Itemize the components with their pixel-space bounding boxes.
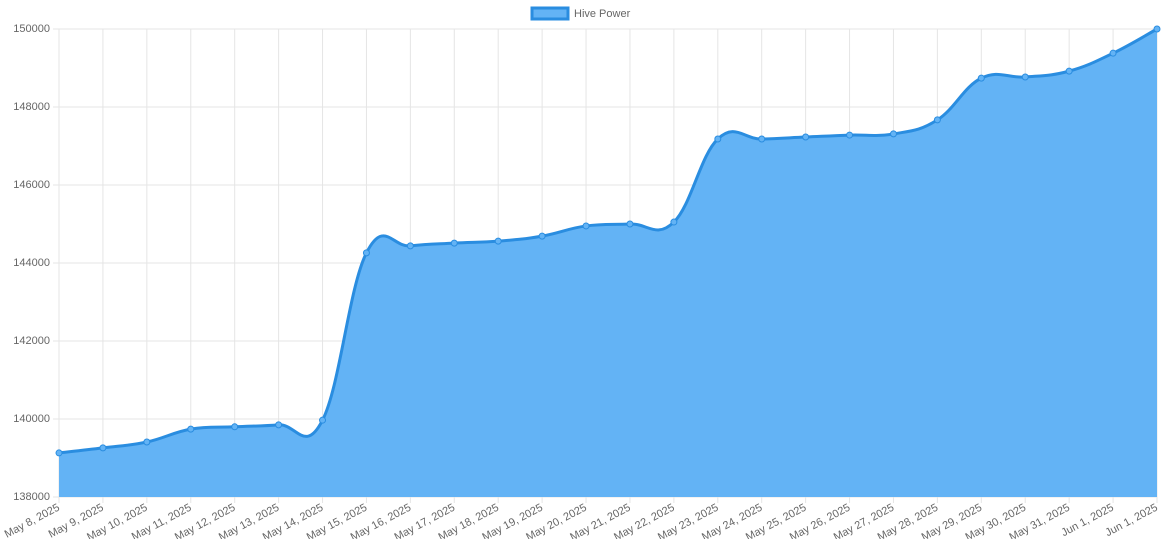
point	[714, 135, 722, 143]
legend-label: Hive Power	[574, 8, 631, 20]
y-tick-label: 144000	[13, 257, 50, 269]
point	[1153, 25, 1161, 33]
point	[406, 242, 414, 250]
point	[231, 423, 239, 431]
y-tick-label: 150000	[13, 23, 50, 35]
y-tick-label: 142000	[13, 335, 50, 347]
y-tick-label: 140000	[13, 413, 50, 425]
point	[846, 131, 854, 139]
y-tick-label: 146000	[13, 179, 50, 191]
point	[1109, 49, 1117, 57]
area-fill	[59, 29, 1157, 497]
point	[933, 116, 941, 124]
point	[1065, 67, 1073, 75]
legend-swatch	[530, 6, 570, 21]
point	[319, 416, 327, 424]
y-tick-label: 148000	[13, 101, 50, 113]
point	[538, 232, 546, 240]
point	[889, 130, 897, 138]
point	[99, 444, 107, 452]
point	[55, 449, 63, 457]
point	[450, 239, 458, 247]
y-tick-label: 138000	[13, 491, 50, 503]
point	[670, 218, 678, 226]
point	[758, 135, 766, 143]
point	[362, 249, 370, 257]
point	[494, 237, 502, 245]
point	[187, 425, 195, 433]
point	[626, 220, 634, 228]
point	[582, 222, 590, 230]
point	[275, 421, 283, 429]
point	[143, 438, 151, 446]
point	[802, 133, 810, 141]
point	[1021, 73, 1029, 81]
point	[977, 74, 985, 82]
